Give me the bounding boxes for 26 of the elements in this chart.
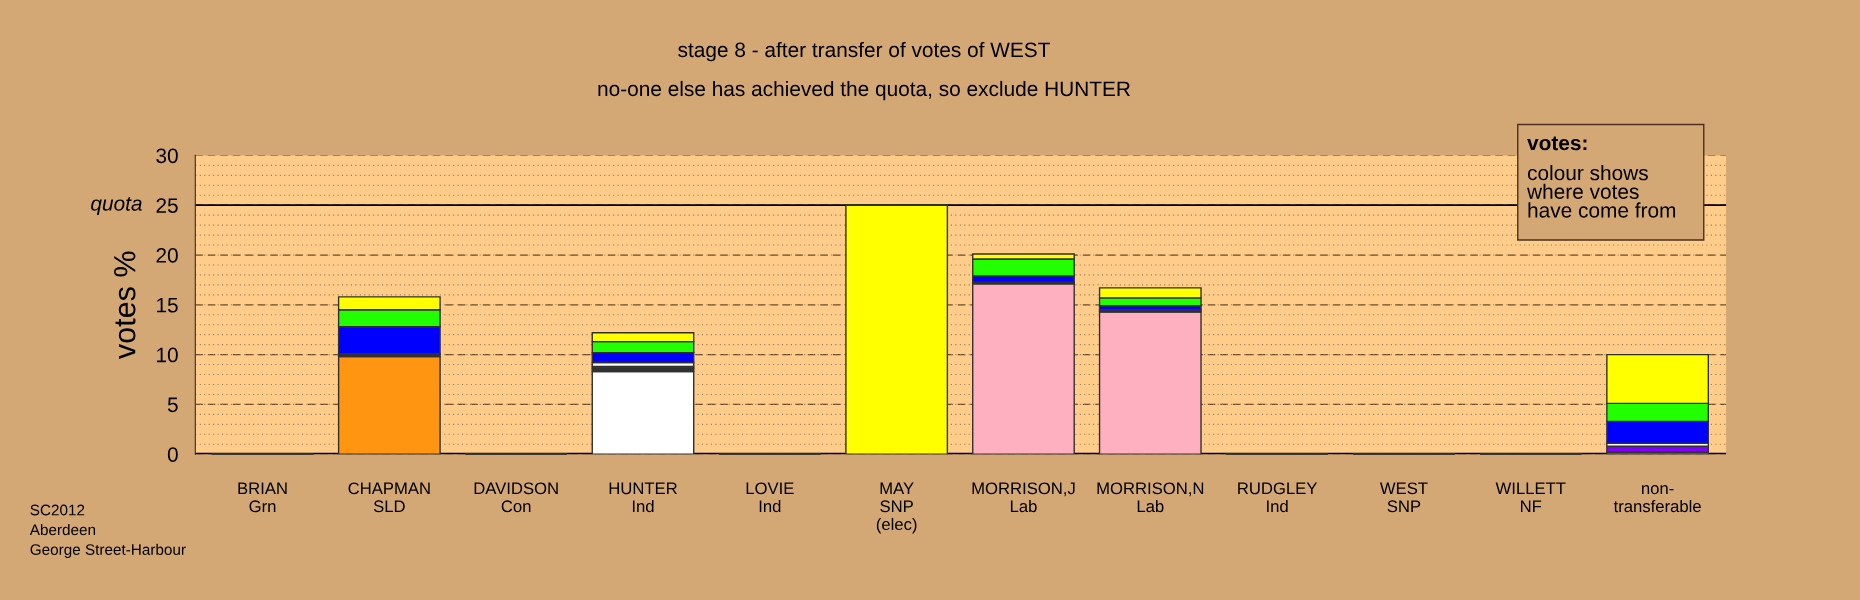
chart-subtitle: no-one else has achieved the quota, so exclude HUNTER <box>598 80 1130 101</box>
x-tick-label: MORRISON,N Lab <box>1097 482 1204 513</box>
x-tick-label: MORRISON,J Lab <box>972 482 1075 513</box>
ref-line-label: quota <box>91 197 142 215</box>
x-tick-label: MAY SNP (elec) <box>876 482 917 534</box>
x-tick-label: RUDGLEY Ind <box>1238 482 1318 513</box>
x-tick-label: non- transferable <box>1613 485 1701 513</box>
text: votes: <box>1527 136 1587 151</box>
y-tick-label: 30 <box>156 148 178 164</box>
y-tick-label: 0 <box>167 447 178 462</box>
x-tick-label: WILLETT NF <box>1495 482 1566 513</box>
y-axis-title: votes % <box>114 251 136 360</box>
annotation: colour shows where votes have come from <box>1527 165 1676 218</box>
y-tick-label: 10 <box>157 347 178 363</box>
y-tick-label: 20 <box>156 248 178 263</box>
y-tick-label: 25 <box>156 198 178 213</box>
x-tick-label: BRIAN Grn <box>238 482 287 513</box>
chart-title: stage 8 - after transfer of votes of WEST <box>678 41 1050 62</box>
x-tick-label: CHAPMAN SLD <box>348 482 430 513</box>
text: SC2012 Aberdeen George Street-Harbour <box>29 504 186 558</box>
x-tick-label: DAVIDSON Con <box>474 482 558 513</box>
x-tick-label: HUNTER Ind <box>609 482 677 513</box>
x-tick-label: WEST SNP <box>1379 482 1428 513</box>
y-tick-label: 5 <box>167 397 178 413</box>
x-tick-label: LOVIE Ind <box>746 482 794 513</box>
y-tick-label: 15 <box>157 298 178 313</box>
